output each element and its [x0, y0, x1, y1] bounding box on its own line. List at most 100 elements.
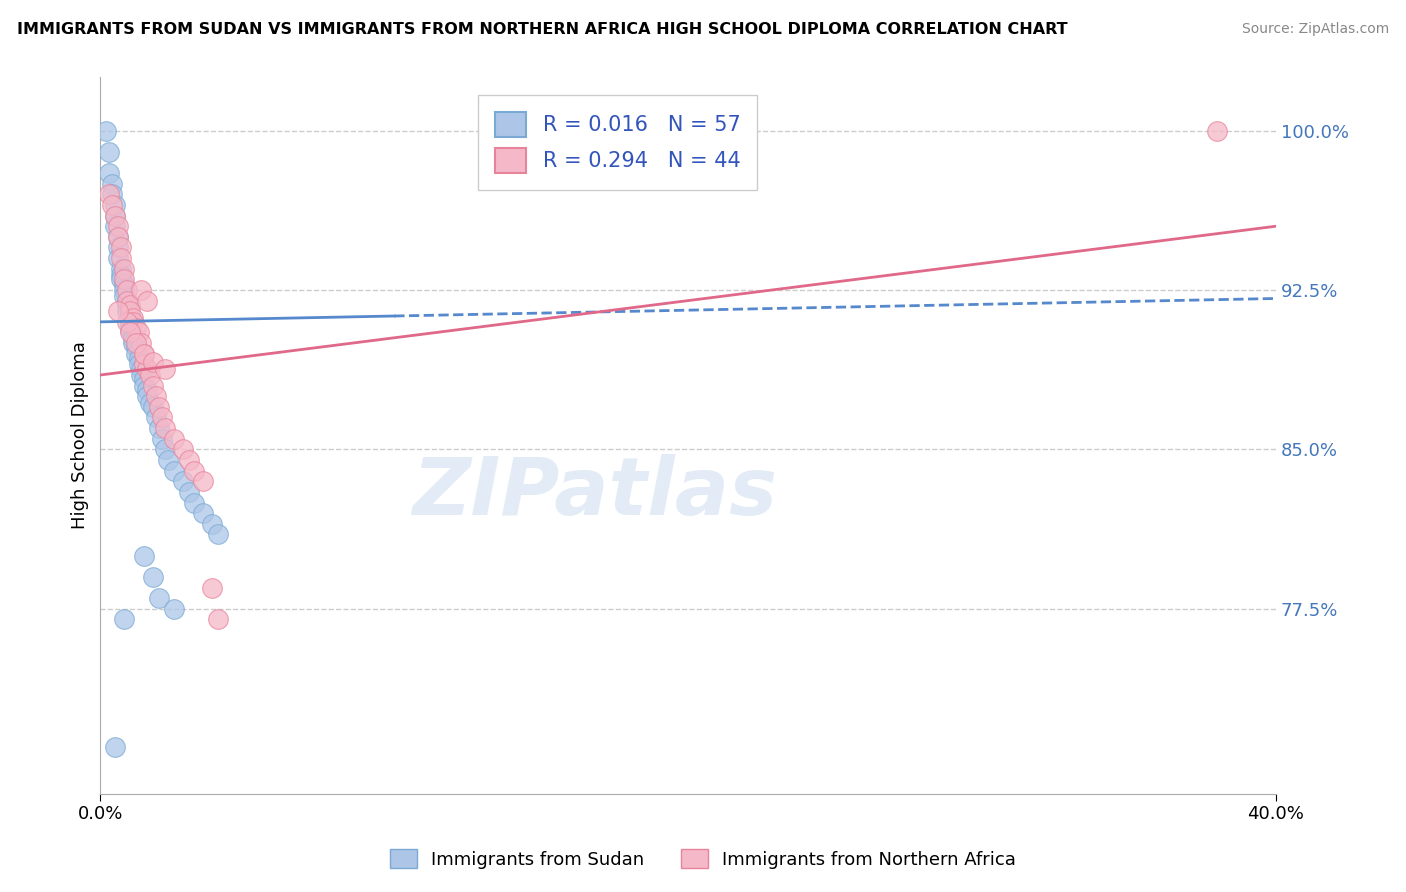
- Point: [107, 230, 129, 244]
- Point: [112, 289, 135, 303]
- Point: [172, 442, 194, 457]
- Point: [136, 389, 159, 403]
- Point: [104, 209, 127, 223]
- Point: [112, 612, 135, 626]
- Point: [142, 400, 165, 414]
- Point: [183, 464, 205, 478]
- Point: [118, 326, 141, 340]
- Point: [128, 326, 150, 340]
- Text: Source: ZipAtlas.com: Source: ZipAtlas.com: [1241, 22, 1389, 37]
- Point: [121, 315, 143, 329]
- Point: [193, 475, 215, 489]
- Point: [142, 570, 165, 584]
- Point: [101, 198, 124, 212]
- Point: [156, 453, 179, 467]
- Point: [145, 389, 167, 403]
- Point: [107, 240, 129, 254]
- Point: [134, 347, 156, 361]
- Point: [118, 298, 141, 312]
- Point: [115, 304, 138, 318]
- Point: [107, 304, 129, 318]
- Point: [96, 123, 118, 137]
- Point: [131, 336, 153, 351]
- Point: [110, 272, 132, 286]
- Point: [98, 145, 121, 159]
- Point: [134, 347, 156, 361]
- Point: [98, 187, 121, 202]
- Point: [110, 240, 132, 254]
- Point: [112, 272, 135, 286]
- Point: [124, 340, 146, 354]
- Point: [115, 293, 138, 308]
- Point: [150, 432, 173, 446]
- Point: [150, 410, 173, 425]
- Point: [139, 368, 162, 382]
- Point: [107, 230, 129, 244]
- Point: [121, 310, 143, 325]
- Point: [115, 298, 138, 312]
- Point: [104, 739, 127, 754]
- Legend: R = 0.016   N = 57, R = 0.294   N = 44: R = 0.016 N = 57, R = 0.294 N = 44: [478, 95, 756, 190]
- Point: [104, 198, 127, 212]
- Point: [163, 464, 186, 478]
- Point: [121, 327, 143, 342]
- Point: [207, 527, 229, 541]
- Point: [131, 283, 153, 297]
- Point: [142, 355, 165, 369]
- Point: [118, 309, 141, 323]
- Point: [134, 357, 156, 371]
- Point: [136, 361, 159, 376]
- Point: [112, 283, 135, 297]
- Text: ZIPatlas: ZIPatlas: [412, 454, 776, 532]
- Point: [134, 372, 156, 386]
- Point: [136, 383, 159, 397]
- Point: [153, 421, 176, 435]
- Point: [104, 219, 127, 234]
- Point: [131, 368, 153, 382]
- Point: [118, 304, 141, 318]
- Point: [136, 293, 159, 308]
- Point: [118, 315, 141, 329]
- Point: [124, 347, 146, 361]
- Point: [193, 506, 215, 520]
- Point: [207, 612, 229, 626]
- Point: [118, 319, 141, 334]
- Point: [128, 351, 150, 365]
- Point: [148, 421, 170, 435]
- Point: [110, 261, 132, 276]
- Point: [115, 315, 138, 329]
- Point: [124, 336, 146, 351]
- Point: [201, 516, 224, 531]
- Point: [101, 187, 124, 202]
- Point: [134, 549, 156, 563]
- Point: [145, 410, 167, 425]
- Point: [163, 601, 186, 615]
- Point: [131, 361, 153, 376]
- Point: [201, 581, 224, 595]
- Point: [183, 495, 205, 509]
- Point: [177, 484, 200, 499]
- Point: [115, 293, 138, 308]
- Point: [142, 378, 165, 392]
- Point: [112, 261, 135, 276]
- Point: [148, 400, 170, 414]
- Point: [104, 209, 127, 223]
- Point: [172, 475, 194, 489]
- Point: [107, 251, 129, 265]
- Y-axis label: High School Diploma: High School Diploma: [72, 342, 89, 530]
- Point: [101, 177, 124, 191]
- Point: [121, 332, 143, 346]
- Point: [163, 432, 186, 446]
- Point: [153, 442, 176, 457]
- Point: [139, 395, 162, 409]
- Point: [121, 336, 143, 351]
- Point: [115, 283, 138, 297]
- Point: [1206, 123, 1229, 137]
- Point: [153, 361, 176, 376]
- Point: [112, 277, 135, 291]
- Text: IMMIGRANTS FROM SUDAN VS IMMIGRANTS FROM NORTHERN AFRICA HIGH SCHOOL DIPLOMA COR: IMMIGRANTS FROM SUDAN VS IMMIGRANTS FROM…: [17, 22, 1067, 37]
- Point: [118, 323, 141, 337]
- Point: [110, 251, 132, 265]
- Point: [110, 268, 132, 282]
- Point: [124, 321, 146, 335]
